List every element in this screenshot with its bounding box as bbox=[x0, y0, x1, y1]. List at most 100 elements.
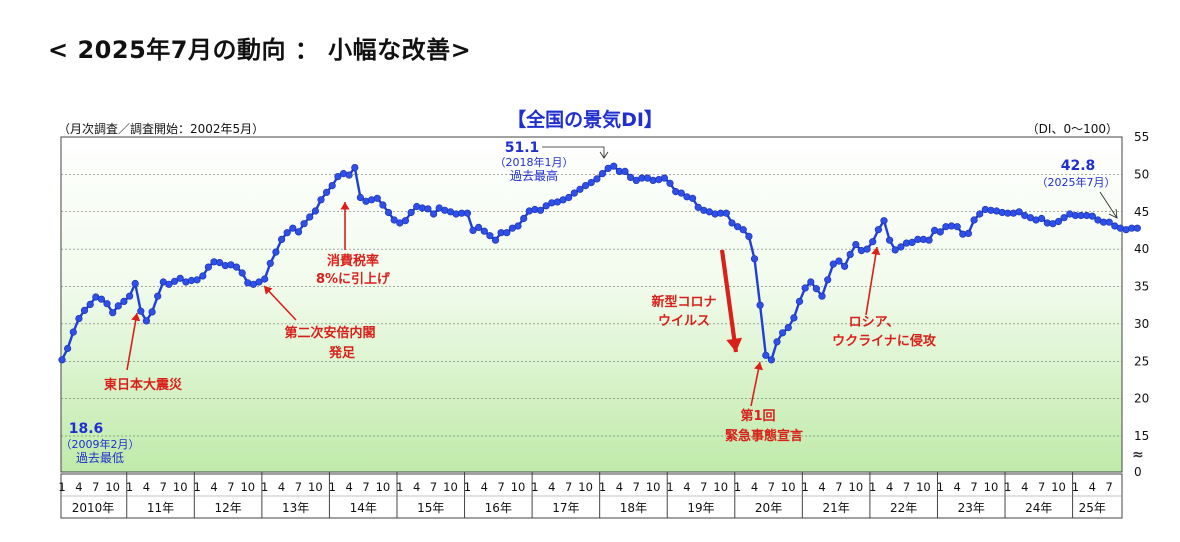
data-point bbox=[407, 208, 415, 217]
x-month-tick-label: 4 bbox=[1089, 480, 1096, 494]
data-point bbox=[463, 209, 472, 217]
x-month-tick-label: 4 bbox=[210, 480, 217, 494]
x-year-label: 14年 bbox=[350, 501, 377, 515]
x-month-tick-label: 10 bbox=[781, 480, 796, 494]
data-point bbox=[795, 297, 804, 306]
data-point bbox=[897, 243, 905, 251]
data-point bbox=[171, 277, 179, 285]
x-month-tick-label: 4 bbox=[751, 480, 758, 494]
x-month-tick-label: 4 bbox=[683, 480, 690, 494]
x-year-label: 22年 bbox=[890, 501, 917, 515]
y-tick-label: 15 bbox=[1134, 429, 1149, 443]
x-month-tick-label: 7 bbox=[160, 480, 167, 494]
data-point bbox=[261, 275, 269, 283]
data-point bbox=[58, 356, 66, 364]
data-point bbox=[137, 307, 145, 315]
annotation-covid-label-1: 新型コロナ bbox=[651, 294, 716, 310]
data-point bbox=[835, 257, 843, 265]
data-point bbox=[63, 344, 72, 353]
y-tick-label: 45 bbox=[1134, 205, 1149, 219]
x-year-label: 2010年 bbox=[72, 501, 115, 515]
annotation-russia-arrow bbox=[865, 246, 881, 316]
x-month-tick-label: 10 bbox=[578, 480, 593, 494]
x-month-tick-label: 1 bbox=[329, 480, 336, 494]
x-year-label: 17年 bbox=[552, 501, 579, 515]
annotation-low-date: （2009年2月） bbox=[61, 437, 140, 451]
annotation-high-date: （2018年1月） bbox=[495, 155, 574, 169]
x-year-label: 18年 bbox=[620, 501, 647, 515]
data-point bbox=[840, 262, 849, 270]
data-point bbox=[593, 175, 601, 183]
data-point bbox=[570, 189, 578, 197]
x-month-tick-label: 1 bbox=[396, 480, 403, 494]
data-point bbox=[103, 300, 111, 308]
data-point bbox=[581, 182, 590, 190]
data-point bbox=[142, 317, 150, 325]
x-month-tick-label: 1 bbox=[261, 480, 268, 494]
annotation-low-value: 18.6 bbox=[69, 421, 104, 437]
x-month-tick-label: 4 bbox=[548, 480, 555, 494]
x-month-tick-label: 10 bbox=[916, 480, 931, 494]
page-heading: < 2025年7月の動向 ： 小幅な改善> bbox=[48, 36, 472, 64]
y-tick-label: 50 bbox=[1134, 167, 1149, 181]
data-point bbox=[323, 188, 331, 196]
data-point bbox=[120, 297, 128, 306]
y-tick-label: 40 bbox=[1134, 242, 1149, 256]
x-month-tick-label: 7 bbox=[565, 480, 572, 494]
annotation-quake-label: 東日本大震災 bbox=[104, 377, 183, 393]
data-point bbox=[278, 235, 286, 243]
annotation-emergency-label-1: 第1回 bbox=[740, 408, 775, 424]
data-point bbox=[69, 328, 77, 336]
data-point bbox=[891, 246, 899, 254]
data-point bbox=[818, 292, 826, 300]
data-point bbox=[728, 219, 736, 227]
data-point bbox=[874, 226, 883, 234]
data-point bbox=[486, 232, 494, 240]
data-point bbox=[317, 196, 325, 204]
annotation-high-value: 51.1 bbox=[505, 140, 540, 156]
data-point bbox=[401, 217, 410, 225]
x-month-tick-label: 7 bbox=[430, 480, 437, 494]
annotation-high-label: 過去最高 bbox=[510, 168, 558, 183]
x-year-label: 23年 bbox=[958, 501, 985, 515]
x-month-tick-label: 4 bbox=[954, 480, 961, 494]
data-point bbox=[216, 259, 224, 267]
data-point bbox=[925, 236, 933, 244]
data-point bbox=[790, 314, 798, 322]
data-point bbox=[503, 229, 511, 237]
x-month-tick-label: 1 bbox=[666, 480, 673, 494]
x-month-tick-label: 4 bbox=[345, 480, 352, 494]
x-month-tick-label: 7 bbox=[295, 480, 302, 494]
data-point bbox=[778, 329, 787, 337]
annotation-covid-arrow bbox=[719, 249, 743, 353]
data-point bbox=[970, 216, 978, 224]
y-tick-label: 25 bbox=[1134, 354, 1149, 368]
data-point bbox=[373, 194, 381, 202]
data-point bbox=[514, 222, 522, 230]
data-point bbox=[469, 226, 477, 234]
x-year-label: 21年 bbox=[822, 501, 849, 515]
x-month-tick-label: 10 bbox=[308, 480, 323, 494]
data-point bbox=[1133, 224, 1141, 232]
x-month-tick-label: 10 bbox=[984, 480, 999, 494]
x-month-tick-label: 7 bbox=[633, 480, 640, 494]
data-point bbox=[238, 269, 246, 277]
data-point bbox=[829, 260, 837, 268]
data-point bbox=[475, 223, 483, 231]
x-year-label: 19年 bbox=[687, 501, 714, 515]
x-year-label: 16年 bbox=[485, 501, 512, 515]
data-point bbox=[626, 173, 635, 181]
x-month-tick-label: 1 bbox=[801, 480, 808, 494]
data-point bbox=[745, 232, 753, 240]
data-point bbox=[936, 228, 944, 236]
x-month-tick-label: 1 bbox=[599, 480, 606, 494]
annotation-covid-label-2: ウイルス bbox=[658, 314, 710, 329]
data-point bbox=[908, 238, 916, 246]
data-point bbox=[694, 203, 702, 211]
data-point bbox=[677, 189, 685, 197]
data-point bbox=[576, 185, 584, 193]
data-point bbox=[784, 324, 792, 332]
data-point bbox=[807, 278, 815, 286]
data-point bbox=[294, 228, 303, 236]
data-point bbox=[193, 276, 201, 284]
